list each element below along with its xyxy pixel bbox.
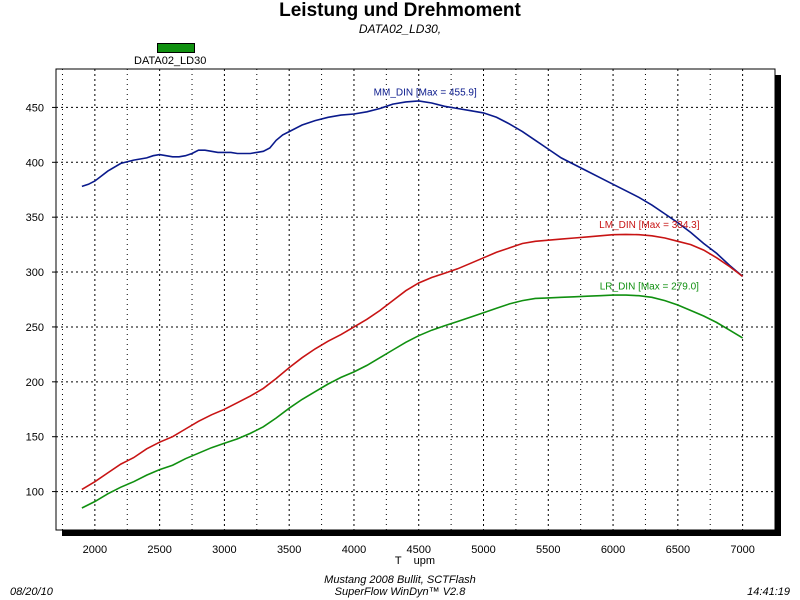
x-axis: 2000 2500 3000 3500 4000 4500 5000 5500 6000 6500… [83, 530, 755, 556]
series-label: LR_DIN [Max = 279.0] [600, 282, 699, 293]
footer-vehicle: Mustang 2008 Bullit, SCTFlash [324, 574, 476, 586]
x-tick-label: 3500 [277, 544, 301, 556]
y-tick-label: 400 [26, 157, 44, 169]
y-tick-label: 250 [26, 322, 44, 334]
y-axis: 100 150 200 250 300 350 400 450 [26, 102, 56, 499]
footer-software: SuperFlow WinDyn™ V2.8 [334, 586, 466, 598]
legend-swatch[interactable] [157, 43, 195, 53]
x-tick-label: 4000 [342, 544, 366, 556]
series-line [81, 294, 744, 509]
x-tick-label: 6500 [666, 544, 690, 556]
plot-area [55, 68, 776, 531]
chart-title: Leistung und Drehmoment [279, 0, 521, 21]
grid [56, 69, 775, 530]
x-tick-label: 2000 [83, 544, 107, 556]
y-tick-label: 200 [26, 377, 44, 389]
y-tick-label: 100 [26, 487, 44, 499]
x-tick-label: 5000 [471, 544, 495, 556]
series-label: LM_DIN [Max = 334.3] [599, 220, 700, 231]
y-tick-label: 450 [26, 102, 44, 114]
x-tick-label: 2500 [147, 544, 171, 556]
x-tick-label: 7000 [730, 544, 754, 556]
x-tick-label: 6000 [601, 544, 625, 556]
series-line [81, 100, 744, 278]
chart-subtitle: DATA02_LD30, [358, 22, 442, 36]
series-group [81, 100, 744, 509]
footer-time: 14:41:19 [747, 586, 790, 598]
x-tick-label: 5500 [536, 544, 560, 556]
y-tick-label: 150 [26, 432, 44, 444]
y-tick-label: 350 [26, 212, 44, 224]
x-axis-label: T upm [395, 555, 435, 567]
legend-label: DATA02_LD30 [134, 55, 207, 67]
x-tick-label: 3000 [212, 544, 236, 556]
series-line [81, 233, 744, 491]
series-label: MM_DIN [Max = 455.9] [374, 87, 477, 98]
plot-shadow [62, 75, 781, 536]
y-tick-label: 300 [26, 267, 44, 279]
footer-date: 08/20/10 [10, 586, 53, 598]
x-tick-label: 4500 [406, 544, 430, 556]
series-labels: MM_DIN [Max = 455.9] LM_DIN [Max = 334.3]… [374, 87, 700, 292]
